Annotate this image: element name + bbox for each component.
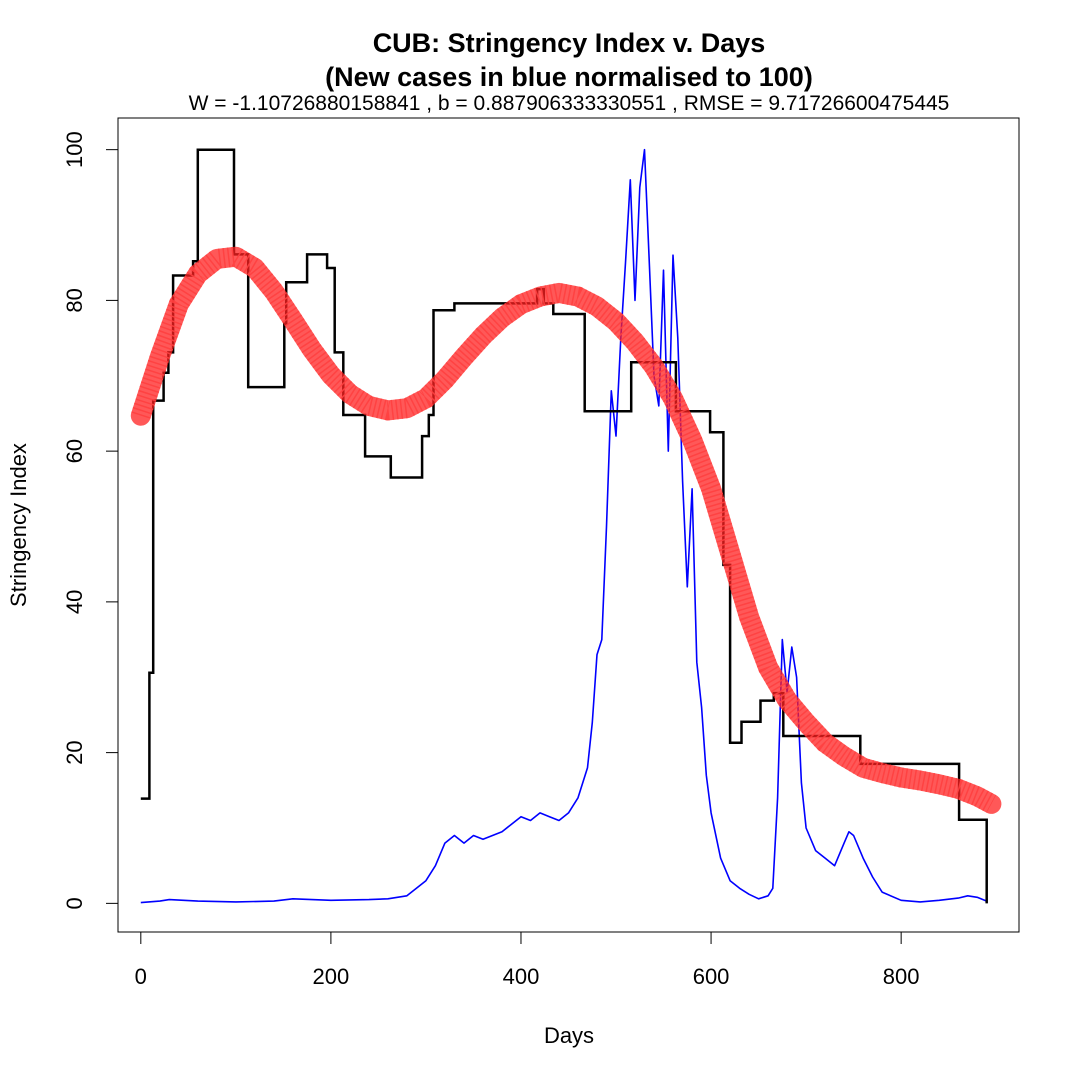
fitted-curve-series [130,246,1002,814]
y-axis: 0 20 40 60 80 100 [62,131,119,909]
x-tick-label: 800 [883,964,920,989]
y-tick-label: 0 [62,897,87,909]
x-axis-label: Days [544,1023,594,1048]
x-tick-label: 600 [693,964,730,989]
y-tick-label: 20 [62,740,87,764]
y-tick-label: 40 [62,590,87,614]
new-cases-series [140,148,987,904]
chart-subtitle: W = -1.10726880158841 , b = 0.8879063333… [189,92,950,115]
fitted-curve-markers [131,246,997,813]
stringency-index-series [140,148,988,904]
x-axis: 0 200 400 600 800 [135,931,920,989]
y-tick-label: 60 [62,439,87,463]
x-tick-label: 0 [135,964,147,989]
y-axis-label: Stringency Index [6,443,31,607]
chart-title: CUB: Stringency Index v. Days [373,28,766,58]
y-tick-label: 100 [62,131,87,168]
x-tick-label: 200 [313,964,350,989]
y-tick-label: 80 [62,288,87,312]
series-layer [130,148,1002,904]
chart-title-line2: (New cases in blue normalised to 100) [325,62,813,92]
plot-frame [117,117,1020,933]
x-tick-label: 400 [503,964,540,989]
